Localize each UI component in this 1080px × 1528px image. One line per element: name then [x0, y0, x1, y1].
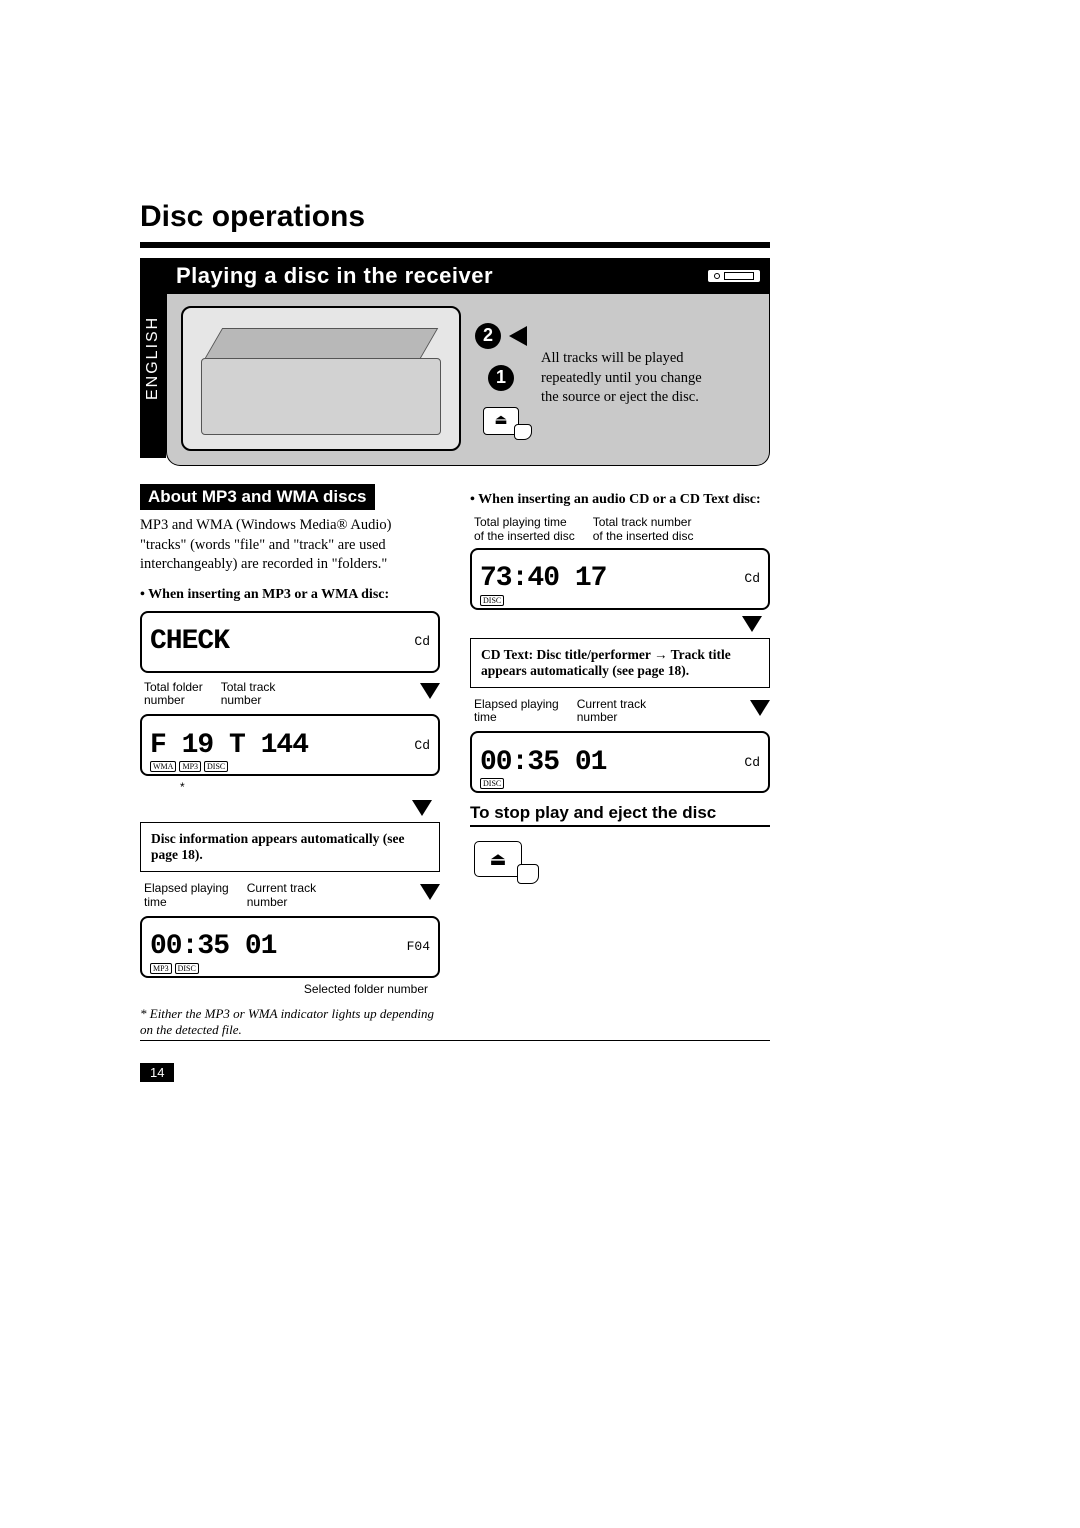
cdtext-info-box: CD Text: Disc title/performer → Track ti…	[470, 638, 770, 688]
manual-page: Disc operations ENGLISH Playing a disc i…	[140, 200, 770, 1082]
label-total-folder: Total folder number	[144, 681, 203, 709]
lcd-ft-side: Cd	[414, 739, 430, 752]
badge-disc: DISC	[204, 761, 228, 772]
lcd-cd-side: Cd	[744, 572, 760, 585]
badge-disc: DISC	[175, 963, 199, 974]
badge-wma: WMA	[150, 761, 176, 772]
step-2-row: 2	[475, 323, 527, 349]
labels-elapsed-track-r: Elapsed playing time Current track numbe…	[474, 698, 750, 726]
bullet-mp3-insert: When inserting an MP3 or a WMA disc:	[140, 587, 440, 603]
lcd-ft-main: F 19 T 144	[150, 730, 414, 761]
stop-eject-section: To stop play and eject the disc	[470, 803, 770, 877]
lcd-cd-elapsed: 00:35 01 Cd DISC	[470, 731, 770, 793]
banner-bar: Playing a disc in the receiver	[166, 258, 770, 294]
label-total-time: Total playing time of the inserted disc	[474, 516, 575, 544]
badge-disc: DISC	[480, 595, 504, 606]
content-columns: About MP3 and WMA discs MP3 and WMA (Win…	[140, 484, 770, 1038]
labels-totaltime-totaltrack: Total playing time of the inserted disc …	[474, 516, 770, 544]
hero-diagram: 2 1 All tracks will be played repeatedly…	[166, 294, 770, 466]
banner-area: Playing a disc in the receiver 2 1	[166, 258, 770, 466]
labels-folder-track: Total folder number Total track number	[144, 681, 420, 709]
step-1-row: 1	[488, 365, 514, 391]
page-number: 14	[140, 1063, 174, 1082]
badge-mp3: MP3	[150, 963, 172, 974]
page-title: Disc operations	[140, 200, 770, 234]
eject-button-large-icon	[474, 841, 522, 877]
bullet-cd-insert: When inserting an audio CD or a CD Text …	[470, 492, 770, 508]
title-rule	[140, 242, 770, 248]
down-arrow-icon	[412, 800, 432, 816]
asterisk-mark: *	[180, 780, 440, 794]
lcd-cd-main: 73:40 17	[480, 563, 744, 594]
left-column: About MP3 and WMA discs MP3 and WMA (Win…	[140, 484, 440, 1038]
down-arrow-icon	[420, 683, 440, 699]
badge-disc: DISC	[480, 778, 504, 789]
label-total-tracknum: Total track number of the inserted disc	[593, 516, 694, 544]
lcd-check-main: CHECK	[150, 626, 414, 657]
label-current-track-r: Current track number	[577, 698, 646, 726]
labels-elapsed-track: Elapsed playing time Current track numbe…	[144, 882, 420, 910]
hand-icon	[514, 424, 532, 440]
lcd-elapsed-side: F04	[407, 940, 430, 953]
step-column: 2 1	[475, 323, 527, 435]
bottom-rule	[140, 1040, 770, 1041]
down-arrow-icon	[750, 700, 770, 716]
right-column: When inserting an audio CD or a CD Text …	[470, 484, 770, 1038]
footnote-indicator: * Either the MP3 or WMA indicator lights…	[140, 1006, 440, 1038]
label-elapsed-r: Elapsed playing time	[474, 698, 559, 726]
down-arrow-icon	[742, 616, 762, 632]
lcd-cd-elapsed-side: Cd	[744, 756, 760, 769]
disc-info-box: Disc information appears automatically (…	[140, 822, 440, 872]
step-1-badge: 1	[488, 365, 514, 391]
arrow-left-icon	[509, 326, 527, 346]
label-elapsed: Elapsed playing time	[144, 882, 229, 910]
disc-slot-icon	[708, 270, 760, 282]
receiver-illustration	[181, 306, 461, 451]
hand-icon	[517, 864, 539, 884]
language-tab: ENGLISH	[140, 258, 166, 458]
lcd-elapsed: 00:35 01 F04 MP3 DISC	[140, 916, 440, 978]
eject-button-icon	[483, 407, 519, 435]
lcd-cd-elapsed-main: 00:35 01	[480, 747, 744, 778]
lcd-badges: DISC	[480, 778, 504, 789]
header-row: ENGLISH Playing a disc in the receiver 2…	[140, 258, 770, 466]
label-current-track: Current track number	[247, 882, 316, 910]
banner-title: Playing a disc in the receiver	[176, 263, 708, 289]
stop-eject-heading: To stop play and eject the disc	[470, 803, 770, 827]
step-2-badge: 2	[475, 323, 501, 349]
lcd-badges: DISC	[480, 595, 504, 606]
lcd-badges: WMA MP3 DISC	[150, 761, 228, 772]
lcd-cd-total: 73:40 17 Cd DISC	[470, 548, 770, 610]
mp3-wma-heading: About MP3 and WMA discs	[140, 484, 375, 510]
down-arrow-icon	[420, 884, 440, 900]
lcd-check-side: Cd	[414, 635, 430, 648]
label-total-track: Total track number	[221, 681, 276, 709]
lcd-badges: MP3 DISC	[150, 963, 199, 974]
caption-selected-folder: Selected folder number	[140, 982, 428, 996]
lcd-folder-track: F 19 T 144 Cd WMA MP3 DISC	[140, 714, 440, 776]
lcd-elapsed-main: 00:35 01	[150, 931, 407, 962]
lcd-check: CHECK Cd	[140, 611, 440, 673]
mp3-wma-para: MP3 and WMA (Windows Media® Audio) "trac…	[140, 516, 440, 575]
badge-mp3: MP3	[179, 761, 201, 772]
hero-text: All tracks will be played repeatedly unt…	[541, 349, 711, 408]
